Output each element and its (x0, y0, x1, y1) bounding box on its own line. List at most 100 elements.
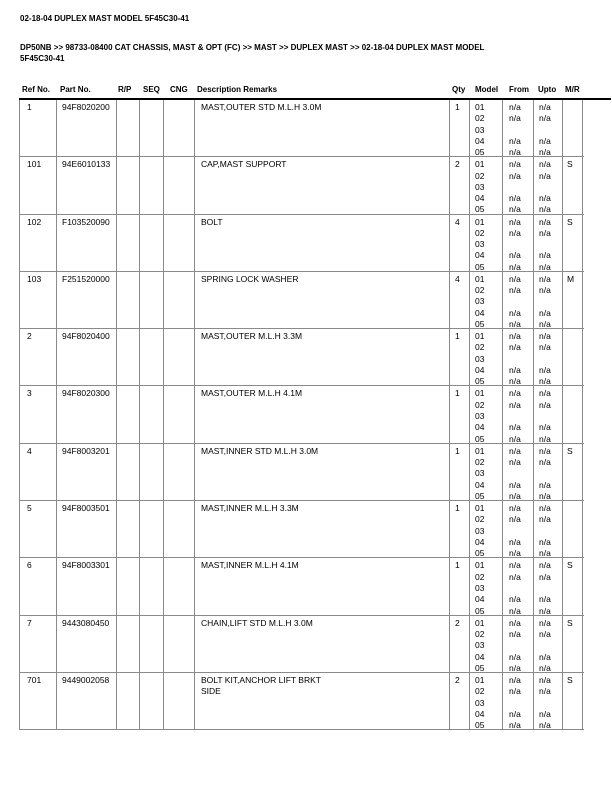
col-description-remarks: Description Remarks (197, 85, 278, 94)
table-row: 6 94F8003301 MAST,INNER M.L.H 4.1M 1 01 0… (19, 558, 584, 616)
upto-cell: n/a n/a n/a n/a (534, 157, 563, 214)
description-cell: CAP,MAST SUPPORT (195, 157, 450, 214)
mr-cell: M (563, 271, 583, 329)
upto-cell: n/a n/a n/a n/a (534, 329, 563, 386)
description-cell: MAST,OUTER M.L.H 3.3M (195, 329, 450, 386)
mr-cell (563, 501, 583, 558)
from-cell: n/a n/a n/a n/a (503, 386, 534, 443)
seq-cell (140, 386, 164, 443)
cng-cell (164, 157, 195, 214)
ref-no-cell: 2 (19, 329, 57, 386)
from-cell: n/a n/a n/a n/a (503, 672, 534, 730)
upto-cell: n/a n/a n/a n/a (534, 501, 563, 558)
mr-cell: S (563, 558, 583, 615)
mr-cell: S (563, 672, 583, 730)
ref-no-cell: 6 (19, 558, 57, 615)
ref-no-cell: 5 (19, 501, 57, 558)
ref-no-cell: 7 (19, 615, 57, 672)
part-no-cell: 9443080450 (57, 615, 117, 672)
part-no-cell: 94F8003301 (57, 558, 117, 615)
col-rp: R/P (118, 85, 132, 94)
qty-cell: 2 (450, 672, 470, 730)
upto-cell: n/a n/a n/a n/a (534, 100, 563, 157)
qty-cell: 1 (450, 100, 470, 157)
cng-cell (164, 386, 195, 443)
qty-cell: 1 (450, 443, 470, 501)
from-cell: n/a n/a n/a n/a (503, 100, 534, 157)
table-row: 3 94F8020300 MAST,OUTER M.L.H 4.1M 1 01 0… (19, 386, 584, 444)
model-cell: 01 02 03 04 05 (470, 615, 503, 672)
description-cell: BOLT KIT,ANCHOR LIFT BRKT SIDE (195, 672, 450, 730)
seq-cell (140, 329, 164, 386)
cng-cell (164, 672, 195, 730)
rp-cell (117, 501, 140, 558)
model-cell: 01 02 03 04 05 (470, 443, 503, 501)
ref-no-cell: 101 (19, 157, 57, 214)
cng-cell (164, 501, 195, 558)
upto-cell: n/a n/a n/a n/a (534, 386, 563, 443)
mr-cell: S (563, 443, 583, 501)
model-cell: 01 02 03 04 05 (470, 214, 503, 271)
upto-cell: n/a n/a n/a n/a (534, 214, 563, 271)
seq-cell (140, 100, 164, 157)
description-cell: MAST,OUTER M.L.H 4.1M (195, 386, 450, 443)
description-cell: BOLT (195, 214, 450, 271)
ref-no-cell: 102 (19, 214, 57, 271)
rp-cell (117, 329, 140, 386)
ref-no-cell: 701 (19, 672, 57, 730)
cng-cell (164, 558, 195, 615)
breadcrumb-line: DP50NB >> 98733-08400 CAT CHASSIS, MAST … (20, 43, 485, 52)
rp-cell (117, 271, 140, 329)
seq-cell (140, 615, 164, 672)
table-row: 101 94E6010133 CAP,MAST SUPPORT 2 01 02 03… (19, 157, 584, 215)
qty-cell: 4 (450, 271, 470, 329)
mr-cell: S (563, 615, 583, 672)
ref-no-cell: 3 (19, 386, 57, 443)
cng-cell (164, 443, 195, 501)
rp-cell (117, 157, 140, 214)
ref-no-cell: 4 (19, 443, 57, 501)
upto-cell: n/a n/a n/a n/a (534, 558, 563, 615)
upto-cell: n/a n/a n/a n/a (534, 672, 563, 730)
mr-cell: S (563, 214, 583, 271)
rp-cell (117, 386, 140, 443)
seq-cell (140, 214, 164, 271)
table-row: 102 F103520090 BOLT 4 01 02 03 04 05 n/a n/a n… (19, 214, 584, 272)
col-cng: CNG (170, 85, 188, 94)
table-row: 1 94F8020200 MAST,OUTER STD M.L.H 3.0M 1… (19, 100, 584, 158)
table-row: 103 F251520000 SPRING LOCK WASHER 4 01 02… (19, 271, 584, 330)
rp-cell (117, 100, 140, 157)
cng-cell (164, 214, 195, 271)
ref-no-cell: 103 (19, 271, 57, 329)
description-cell: MAST,INNER STD M.L.H 3.0M (195, 443, 450, 501)
part-no-cell: F251520000 (57, 271, 117, 329)
seq-cell (140, 672, 164, 730)
mr-cell (563, 100, 583, 157)
qty-cell: 1 (450, 501, 470, 558)
from-cell: n/a n/a n/a n/a (503, 558, 534, 615)
col-part-no: Part No. (60, 85, 91, 94)
upto-cell: n/a n/a n/a n/a (534, 443, 563, 501)
upto-cell: n/a n/a n/a n/a (534, 271, 563, 329)
model-cell: 01 02 03 04 05 (470, 329, 503, 386)
model-cell: 01 02 03 04 05 (470, 501, 503, 558)
cng-cell (164, 271, 195, 329)
rp-cell (117, 558, 140, 615)
table-row: 4 94F8003201 MAST,INNER STD M.L.H 3.0M 1… (19, 443, 584, 502)
col-ref-no: Ref No. (22, 85, 50, 94)
rp-cell (117, 672, 140, 730)
table-row: 2 94F8020400 MAST,OUTER M.L.H 3.3M 1 01 0… (19, 329, 584, 387)
description-cell: MAST,OUTER STD M.L.H 3.0M (195, 100, 450, 157)
qty-cell: 1 (450, 386, 470, 443)
col-upto: Upto (538, 85, 557, 94)
mr-cell (563, 386, 583, 443)
from-cell: n/a n/a n/a n/a (503, 329, 534, 386)
part-no-cell: 94F8020300 (57, 386, 117, 443)
table-row: 5 94F8003501 MAST,INNER M.L.H 3.3M 1 01 0… (19, 501, 584, 559)
from-cell: n/a n/a n/a n/a (503, 157, 534, 214)
mr-cell: S (563, 157, 583, 214)
model-cell: 01 02 03 04 05 (470, 100, 503, 157)
qty-cell: 2 (450, 157, 470, 214)
part-no-cell: 94F8020400 (57, 329, 117, 386)
